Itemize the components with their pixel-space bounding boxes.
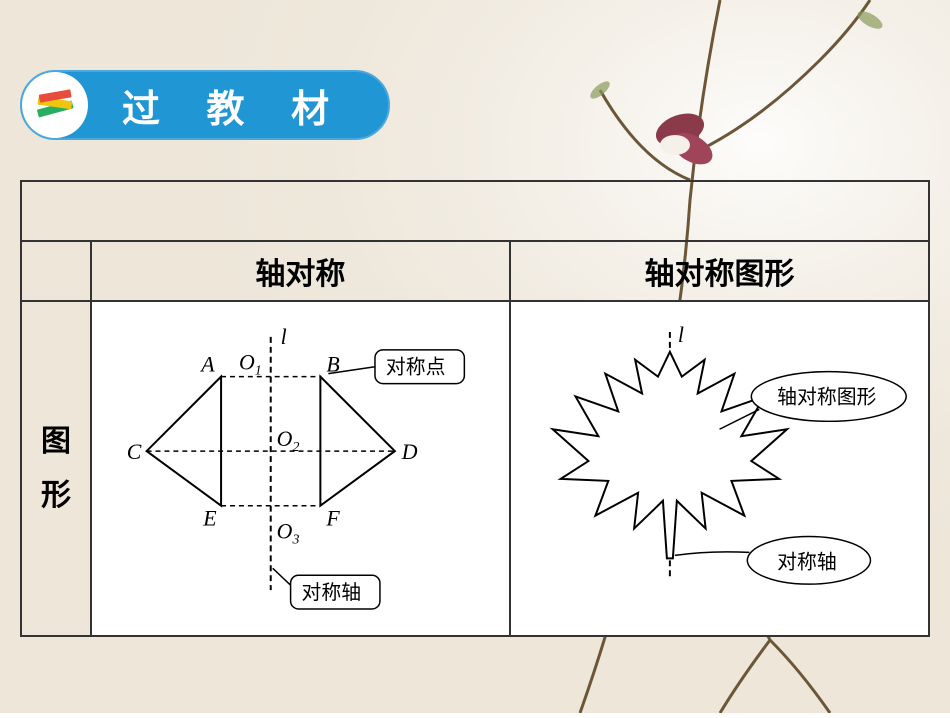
left-triangle bbox=[147, 377, 221, 506]
svg-text:对称点: 对称点 bbox=[386, 357, 446, 379]
banner-icon-circle bbox=[22, 72, 88, 138]
label-E: E bbox=[202, 507, 216, 531]
books-icon bbox=[30, 80, 80, 130]
row-label-char2: 形 bbox=[22, 469, 90, 523]
diagram1-cell: l A B C D E F O1 O2 bbox=[91, 301, 510, 636]
corner-cell bbox=[21, 241, 91, 301]
callout-symmetric-point: 对称点 bbox=[328, 350, 464, 384]
col2-header: 轴对称图形 bbox=[510, 241, 929, 301]
label-O2: O2 bbox=[277, 427, 300, 455]
content-table: 轴对称 轴对称图形 图 形 l bbox=[20, 180, 930, 637]
maple-leaf-diagram: l 轴对称图形 对称轴 bbox=[511, 302, 928, 630]
callout-leaf-axis: 对称轴 bbox=[675, 537, 871, 585]
diagram2-cell: l 轴对称图形 对称轴 bbox=[510, 301, 929, 636]
label-C: C bbox=[127, 440, 142, 464]
axis-label: l bbox=[281, 325, 287, 349]
row-label-cell: 图 形 bbox=[21, 301, 91, 636]
label-O1: O1 bbox=[239, 351, 262, 379]
label-F: F bbox=[325, 507, 340, 531]
section-banner: 过 教 材 bbox=[20, 70, 390, 140]
row-label-char1: 图 bbox=[22, 415, 90, 469]
label-D: D bbox=[401, 440, 418, 464]
spacer-row bbox=[21, 181, 929, 241]
leaf-axis-label: l bbox=[678, 323, 684, 347]
svg-text:轴对称图形: 轴对称图形 bbox=[777, 386, 876, 408]
svg-text:对称轴: 对称轴 bbox=[301, 582, 361, 604]
column-header-row: 轴对称 轴对称图形 bbox=[21, 241, 929, 301]
diagram-row: 图 形 l A B C bbox=[21, 301, 929, 636]
callout-axis: 对称轴 bbox=[273, 568, 380, 609]
label-O3: O3 bbox=[277, 519, 300, 547]
maple-leaf-shape bbox=[553, 352, 787, 559]
label-A: A bbox=[199, 353, 215, 377]
axial-symmetry-diagram: l A B C D E F O1 O2 bbox=[92, 302, 509, 630]
svg-text:对称轴: 对称轴 bbox=[777, 551, 837, 573]
col1-header: 轴对称 bbox=[91, 241, 510, 301]
banner-title: 过 教 材 bbox=[122, 78, 347, 133]
right-triangle bbox=[320, 377, 394, 506]
spacer-cell bbox=[21, 181, 929, 241]
